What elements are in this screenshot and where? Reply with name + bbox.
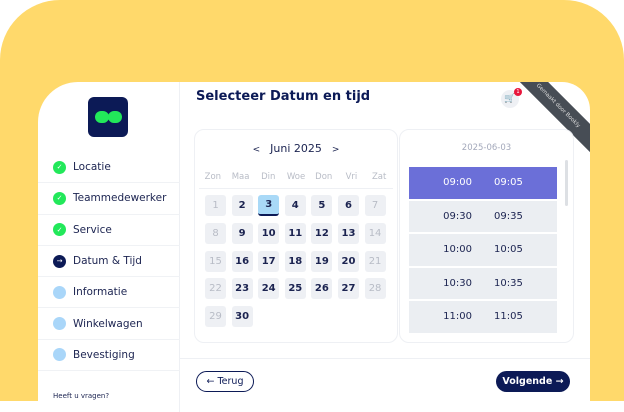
time-slot-row[interactable]: 09:30 09:35 [409, 200, 557, 232]
time-slot[interactable]: 11:00 [443, 311, 472, 323]
month-nav: < Juni 2025 > [195, 142, 397, 155]
day-cell[interactable]: 4 [284, 195, 306, 216]
day-cell[interactable]: 27 [337, 278, 359, 300]
day-cell: 8 [205, 222, 226, 244]
next-month-button[interactable]: > [331, 145, 340, 155]
day-cell[interactable]: 11 [284, 222, 306, 244]
selected-date: 2025-06-03 [461, 143, 512, 153]
step-label: Bevestiging [73, 348, 135, 361]
step-label: Datum & Tijd [73, 255, 142, 268]
arrow-right-icon: → [53, 254, 66, 268]
day-cell[interactable]: 23 [231, 278, 253, 300]
prev-month-button[interactable]: < [252, 145, 261, 155]
day-cell: 7 [364, 195, 386, 216]
day-cell[interactable]: 17 [258, 250, 280, 272]
back-button[interactable]: ← Terug [196, 371, 254, 392]
weekday-label: Zat [371, 172, 387, 182]
check-icon: ✓ [53, 223, 66, 237]
cart-icon: 🛒 [504, 94, 516, 104]
page-title: Selecteer Datum en tijd [196, 89, 371, 104]
day-cell: 14 [364, 222, 386, 244]
logo [88, 97, 128, 137]
time-slot[interactable]: 09:30 [443, 210, 472, 222]
day-cell: 15 [205, 250, 226, 272]
day-cell[interactable]: 20 [337, 250, 359, 272]
day-cell[interactable]: 6 [337, 195, 359, 216]
step-label: Informatie [73, 286, 128, 299]
sidebar-step-winkelwagen[interactable]: Winkelwagen [38, 308, 180, 340]
day-cell[interactable]: 16 [231, 250, 253, 272]
main: Selecteer Datum en tijd 🛒 1 Gemaakt door … [180, 82, 590, 412]
day-cell: 1 [205, 195, 226, 216]
check-icon: ✓ [53, 160, 66, 174]
step-label: Winkelwagen [73, 317, 143, 330]
time-slot[interactable]: 09:00 [443, 177, 472, 189]
day-cell[interactable]: 3 [258, 195, 280, 216]
weekday-label: Vri [345, 172, 358, 182]
day-cell[interactable]: 30 [231, 306, 253, 328]
day-cell[interactable]: 13 [337, 222, 359, 244]
month-label: Juni 2025 [270, 142, 322, 155]
check-icon: ✓ [53, 191, 66, 205]
time-slot-row[interactable]: 11:00 11:05 [409, 301, 557, 333]
time-slot[interactable]: 09:35 [494, 210, 523, 222]
day-cell[interactable]: 19 [311, 250, 333, 272]
sidebar-step-informatie[interactable]: Informatie [38, 277, 180, 309]
sidebar-step-datum-tijd[interactable]: → Datum & Tijd [38, 246, 180, 278]
weekday-label: Din [261, 172, 276, 182]
day-cell[interactable]: 5 [311, 195, 333, 216]
day-cell: 29 [205, 306, 226, 328]
time-slot[interactable]: 09:05 [494, 177, 523, 189]
sidebar-step-bevestiging[interactable]: Bevestiging [38, 340, 180, 372]
time-slot[interactable]: 10:30 [443, 277, 472, 289]
day-cell[interactable]: 24 [258, 278, 280, 300]
sidebar-step-locatie[interactable]: ✓ Locatie [38, 152, 180, 184]
day-cell[interactable]: 12 [311, 222, 333, 244]
day-cell: 21 [364, 250, 386, 272]
scrollbar[interactable] [565, 160, 568, 206]
footer-divider [180, 358, 590, 359]
day-grid: 1 2 3 4 5 6 7 8 9 10 11 12 13 14 15 16 17 18 19 20 21 22 23 24 2… [205, 195, 386, 328]
slot-list: 09:00 09:05 09:30 09:35 10:00 10:05 10:30 10:35… [409, 167, 557, 335]
weekday-label: Don [315, 172, 333, 182]
weekday-label: Zon [204, 172, 222, 182]
step-label: Service [73, 223, 112, 236]
day-cell[interactable]: 9 [231, 222, 253, 244]
day-cell[interactable]: 18 [284, 250, 306, 272]
sidebar: ✓ Locatie ✓ Teammedewerker ✓ Service → Datum & … [38, 82, 180, 412]
weekday-header: Zon Maa Din Woe Don Vri Zat [199, 172, 393, 189]
day-cell[interactable]: 2 [231, 195, 253, 216]
day-cell: 28 [364, 278, 386, 300]
day-cell[interactable]: 26 [311, 278, 333, 300]
step-dot-icon [53, 317, 66, 331]
help-link[interactable]: Heeft u vragen? [53, 392, 110, 400]
time-slot-row[interactable]: 10:30 10:35 [409, 267, 557, 299]
day-cell[interactable]: 10 [258, 222, 280, 244]
step-dot-icon [53, 285, 66, 299]
step-label: Teammedewerker [73, 192, 167, 205]
cart-count-badge: 1 [514, 88, 522, 96]
day-cell[interactable]: 25 [284, 278, 306, 300]
weekday-label: Maa [231, 172, 250, 182]
time-slot[interactable]: 10:00 [443, 244, 472, 256]
step-dot-icon [53, 348, 66, 362]
time-slot-row[interactable]: 10:00 10:05 [409, 234, 557, 266]
next-button[interactable]: Volgende → [496, 371, 570, 392]
day-cell: 22 [205, 278, 226, 300]
weekday-label: Woe [286, 172, 306, 182]
cart-button[interactable]: 🛒 1 [501, 88, 522, 108]
time-slot[interactable]: 10:35 [494, 277, 523, 289]
time-slot[interactable]: 11:05 [494, 311, 523, 323]
sidebar-step-service[interactable]: ✓ Service [38, 215, 180, 246]
sidebar-step-teammedewerker[interactable]: ✓ Teammedewerker [38, 183, 180, 215]
step-label: Locatie [73, 161, 111, 174]
time-slots: 2025-06-03 09:00 09:05 09:30 09:35 10:00 10:0… [399, 129, 574, 343]
step-list: ✓ Locatie ✓ Teammedewerker ✓ Service → Datum & … [38, 152, 180, 372]
time-slot-row[interactable]: 09:00 09:05 [409, 167, 557, 199]
booking-widget: ✓ Locatie ✓ Teammedewerker ✓ Service → Datum & … [38, 82, 590, 412]
time-slot[interactable]: 10:05 [494, 244, 523, 256]
